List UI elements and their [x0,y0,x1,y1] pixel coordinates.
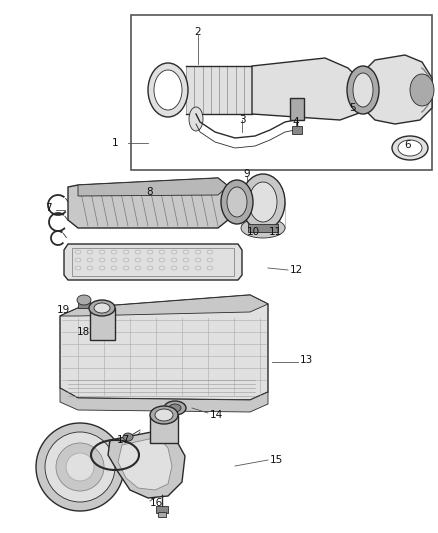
Polygon shape [186,66,252,114]
Text: 5: 5 [349,103,355,113]
Ellipse shape [189,107,203,131]
Ellipse shape [150,406,178,424]
Polygon shape [252,58,362,120]
Ellipse shape [56,443,104,491]
Bar [90,308,115,340]
Ellipse shape [241,218,285,238]
Ellipse shape [45,432,115,502]
Text: 6: 6 [405,140,411,150]
Ellipse shape [353,73,373,107]
Ellipse shape [249,182,277,222]
Ellipse shape [155,409,173,421]
Polygon shape [108,430,185,498]
Ellipse shape [36,423,124,511]
Bar [248,224,278,232]
Bar [78,300,90,308]
Polygon shape [68,178,228,228]
Polygon shape [78,178,228,196]
Bar [290,98,304,120]
Ellipse shape [89,300,115,316]
Ellipse shape [66,453,94,481]
Text: 12: 12 [290,265,303,275]
Text: 10: 10 [247,227,260,237]
Ellipse shape [241,174,285,230]
Ellipse shape [227,187,247,217]
Ellipse shape [123,433,133,441]
Text: 17: 17 [117,435,130,445]
Ellipse shape [164,401,186,415]
Ellipse shape [392,136,428,160]
Polygon shape [363,55,432,124]
Ellipse shape [169,404,181,412]
Text: 8: 8 [147,187,153,197]
Text: 19: 19 [57,305,70,315]
Text: 4: 4 [293,117,299,127]
Ellipse shape [154,70,182,110]
Text: 11: 11 [268,227,282,237]
Ellipse shape [221,180,253,224]
Polygon shape [60,295,268,400]
Bar [72,248,234,276]
Text: 16: 16 [150,498,163,508]
Text: 9: 9 [244,169,250,179]
Bar [131,15,432,170]
Bar [156,506,168,513]
Text: 3: 3 [239,115,245,125]
Polygon shape [118,437,172,490]
Ellipse shape [94,303,110,313]
Bar [158,512,166,517]
Text: 15: 15 [270,455,283,465]
Text: 13: 13 [300,355,313,365]
Ellipse shape [410,74,434,106]
Text: 14: 14 [210,410,223,420]
Bar [150,415,178,443]
Bar [292,126,302,134]
Ellipse shape [398,140,422,156]
Ellipse shape [77,295,91,305]
Text: 18: 18 [77,327,90,337]
Polygon shape [60,295,268,316]
Text: 1: 1 [111,138,118,148]
Polygon shape [64,244,242,280]
Ellipse shape [148,63,188,117]
Text: 7: 7 [46,203,52,213]
Ellipse shape [347,66,379,114]
Polygon shape [60,388,268,412]
Text: 2: 2 [194,27,201,37]
